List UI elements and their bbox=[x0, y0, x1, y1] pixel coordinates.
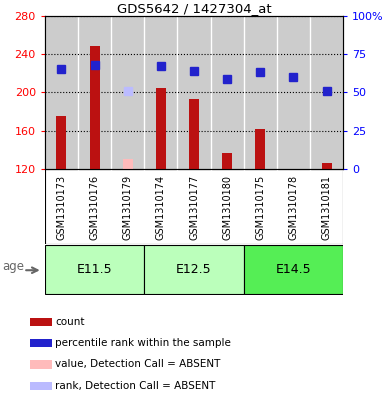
Bar bbox=[30, 382, 52, 390]
Bar bbox=[57, 116, 66, 169]
Bar bbox=[144, 245, 244, 294]
Bar bbox=[244, 245, 343, 294]
Text: rank, Detection Call = ABSENT: rank, Detection Call = ABSENT bbox=[55, 381, 216, 391]
Text: E14.5: E14.5 bbox=[276, 263, 311, 276]
Text: GSM1310176: GSM1310176 bbox=[90, 175, 99, 240]
Bar bbox=[322, 163, 332, 169]
Bar bbox=[30, 338, 52, 347]
Title: GDS5642 / 1427304_at: GDS5642 / 1427304_at bbox=[117, 2, 271, 15]
Text: percentile rank within the sample: percentile rank within the sample bbox=[55, 338, 231, 348]
Bar bbox=[189, 99, 199, 169]
Text: value, Detection Call = ABSENT: value, Detection Call = ABSENT bbox=[55, 360, 221, 369]
Text: GSM1310175: GSM1310175 bbox=[255, 175, 265, 240]
Bar bbox=[30, 318, 52, 327]
Bar bbox=[123, 160, 133, 169]
Text: GSM1310181: GSM1310181 bbox=[322, 175, 332, 240]
Bar bbox=[45, 245, 144, 294]
Bar bbox=[156, 88, 166, 169]
Text: GSM1310179: GSM1310179 bbox=[123, 175, 133, 240]
Text: GSM1310174: GSM1310174 bbox=[156, 175, 166, 240]
Text: GSM1310177: GSM1310177 bbox=[189, 175, 199, 240]
Text: GSM1310178: GSM1310178 bbox=[289, 175, 298, 240]
Text: E12.5: E12.5 bbox=[176, 263, 212, 276]
Bar bbox=[255, 129, 265, 169]
Bar bbox=[222, 153, 232, 169]
Text: age: age bbox=[2, 260, 24, 273]
Text: count: count bbox=[55, 317, 85, 327]
Text: GSM1310173: GSM1310173 bbox=[57, 175, 66, 240]
Text: E11.5: E11.5 bbox=[77, 263, 112, 276]
Text: GSM1310180: GSM1310180 bbox=[222, 175, 232, 240]
Bar bbox=[30, 360, 52, 369]
Bar bbox=[90, 46, 99, 169]
